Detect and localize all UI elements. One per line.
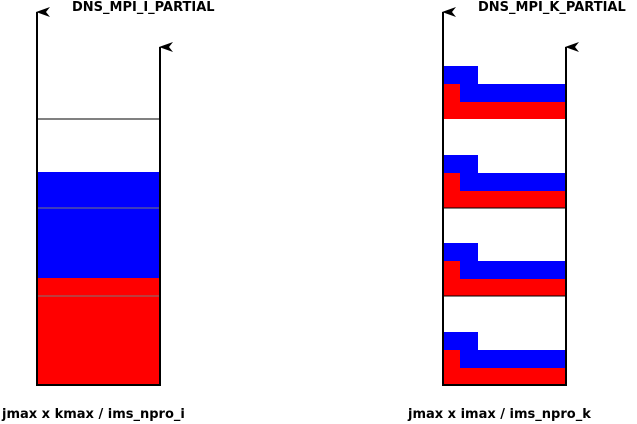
right-buffer-diagram xyxy=(442,7,579,386)
right-step-block-3 xyxy=(443,243,566,296)
right-step-block-4 xyxy=(443,332,566,385)
right-step-block-1 xyxy=(443,66,566,119)
left-red-block xyxy=(37,278,160,385)
left-title: DNS_MPI_I_PARTIAL xyxy=(72,0,215,15)
left-caption: jmax x kmax / ims_npro_i xyxy=(2,407,185,422)
left-buffer-diagram xyxy=(36,7,173,386)
right-step-block-2 xyxy=(443,155,566,208)
right-title: DNS_MPI_K_PARTIAL xyxy=(478,0,626,15)
left-blue-block xyxy=(37,172,160,278)
right-caption: jmax x imax / ims_npro_k xyxy=(408,407,591,422)
